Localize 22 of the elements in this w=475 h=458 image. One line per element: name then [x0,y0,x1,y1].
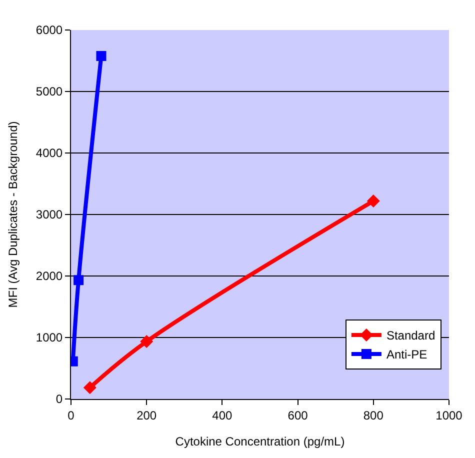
legend-label: Standard [386,328,436,343]
y-tick-label: 2000 [36,269,63,284]
y-tick-label: 3000 [36,208,63,222]
y-tick-label: 0 [56,392,63,406]
point [96,51,106,62]
x-tick-label: 1000 [436,408,463,422]
y-tick-label: 6000 [36,23,63,38]
point [366,194,380,208]
legend-label: Anti-PE [386,348,428,362]
x-tick-label: 400 [212,408,233,422]
y-axis-title: MFI (Avg Duplicates - Background) [6,121,20,308]
point [140,335,154,348]
y-tick-label: 5000 [36,84,63,99]
point [83,381,96,394]
x-tick-label: 800 [363,408,384,422]
x-axis-title: Cytokine Concentration (pg/mL) [175,434,345,448]
point [74,275,84,286]
x-tick-label: 600 [288,408,308,422]
x-tick-label: 0 [68,408,75,422]
x-tick-label: 200 [136,408,157,422]
y-tick-label: 4000 [36,146,63,160]
y-tick-label: 1000 [36,330,63,345]
